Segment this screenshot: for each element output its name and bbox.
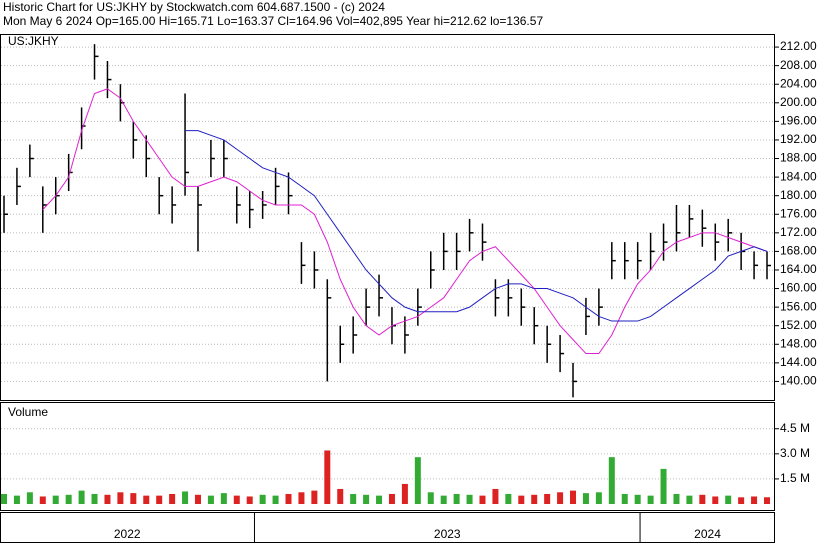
volume-bar (52, 495, 59, 504)
volume-bar (156, 495, 163, 504)
y-tick-label: 3.0 M (780, 446, 810, 460)
volume-bar (647, 495, 654, 504)
volume-bar (311, 490, 318, 504)
volume-bar (324, 450, 331, 504)
volume-bar (337, 488, 344, 504)
volume-bar (350, 493, 357, 504)
volume-bar (660, 468, 667, 504)
header-line: Historic Chart for US:JKHY by Stockwatch… (3, 0, 385, 14)
volume-bar (207, 495, 214, 504)
volume-bar (246, 496, 253, 504)
volume-label: Volume (8, 405, 48, 419)
volume-bar (104, 494, 111, 504)
moving-average (185, 130, 768, 322)
volume-bar (531, 494, 538, 504)
volume-bar (117, 492, 124, 504)
volume-bar (492, 488, 499, 504)
volume-bar (272, 495, 279, 504)
volume-bar (608, 457, 615, 504)
volume-bar (259, 494, 266, 504)
volume-bar (725, 495, 732, 504)
volume-bar (738, 497, 745, 504)
volume-bar (466, 494, 473, 504)
y-tick-label: 164.00 (780, 262, 817, 276)
volume-bar (130, 493, 137, 504)
volume-bar (712, 496, 719, 504)
y-tick-label: 192.00 (780, 132, 817, 146)
volume-bar (91, 493, 98, 504)
volume-bar (414, 457, 421, 504)
x-tick-label: 2024 (694, 527, 721, 541)
volume-bar (65, 494, 72, 504)
header-line: Mon May 6 2024 Op=165.00 Hi=165.71 Lo=16… (3, 14, 543, 28)
x-tick-label: 2022 (114, 527, 141, 541)
y-tick-label: 144.00 (780, 355, 817, 369)
y-tick-label: 176.00 (780, 206, 817, 220)
volume-bar (673, 493, 680, 504)
volume-bar (686, 495, 693, 504)
y-tick-label: 172.00 (780, 225, 817, 239)
volume-bar (621, 493, 628, 504)
volume-bar (479, 495, 486, 504)
volume-bar (751, 496, 758, 504)
y-tick-label: 188.00 (780, 151, 817, 165)
volume-bar (39, 496, 46, 504)
volume-bar (298, 492, 305, 504)
volume-bar (595, 492, 602, 504)
volume-bar (401, 483, 408, 504)
volume-panel (0, 402, 775, 511)
y-tick-label: 212.00 (780, 39, 817, 53)
price-panel (0, 34, 775, 401)
volume-bar (182, 491, 189, 504)
volume-bar (505, 493, 512, 504)
volume-bar (285, 493, 292, 504)
y-tick-label: 204.00 (780, 76, 817, 90)
volume-bar (13, 495, 20, 504)
volume-bar (78, 490, 85, 504)
volume-bar (453, 493, 460, 504)
volume-bar (388, 493, 395, 504)
y-tick-label: 184.00 (780, 169, 817, 183)
volume-bar (363, 494, 370, 504)
volume-bar (634, 494, 641, 504)
y-tick-label: 148.00 (780, 336, 817, 350)
volume-bar (518, 495, 525, 504)
volume-bar (570, 490, 577, 504)
y-tick-label: 156.00 (780, 299, 817, 313)
y-tick-label: 168.00 (780, 244, 817, 258)
y-tick-label: 200.00 (780, 95, 817, 109)
volume-bar (1, 493, 7, 504)
volume-bar (557, 492, 564, 504)
volume-bar (582, 493, 589, 504)
volume-bar (427, 492, 434, 504)
x-tick-label: 2023 (434, 527, 461, 541)
volume-bar (143, 495, 150, 504)
volume-bar (376, 495, 383, 504)
volume-bar (220, 493, 227, 504)
volume-bar (764, 497, 770, 504)
y-tick-label: 160.00 (780, 281, 817, 295)
volume-bar (699, 494, 706, 504)
y-tick-label: 140.00 (780, 374, 817, 388)
volume-bar (233, 495, 240, 504)
volume-bar (544, 493, 551, 504)
volume-bar (169, 493, 176, 504)
y-tick-label: 196.00 (780, 114, 817, 128)
moving-average (42, 88, 768, 355)
y-tick-label: 1.5 M (780, 471, 810, 485)
volume-bar (440, 495, 447, 504)
volume-bar (194, 494, 201, 504)
y-tick-label: 152.00 (780, 318, 817, 332)
symbol-label: US:JKHY (8, 34, 59, 48)
volume-bar (26, 492, 33, 504)
y-tick-label: 180.00 (780, 188, 817, 202)
y-tick-label: 4.5 M (780, 421, 810, 435)
y-tick-label: 208.00 (780, 58, 817, 72)
